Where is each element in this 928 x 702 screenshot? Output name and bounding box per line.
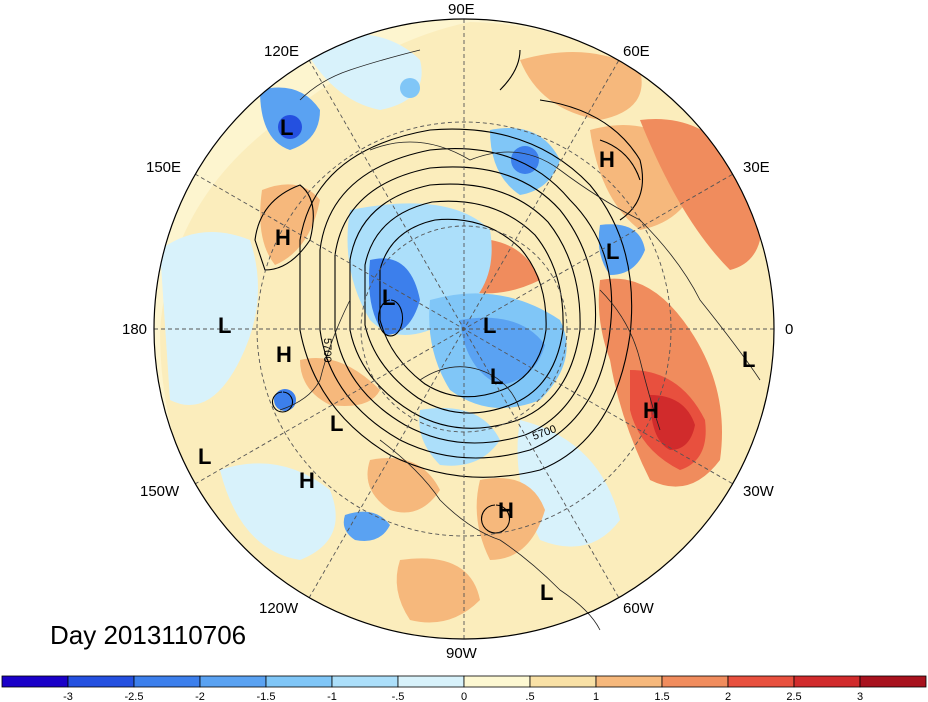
low-center: L (483, 313, 496, 338)
low-center: L (218, 313, 231, 338)
colorbar-box (67, 675, 135, 688)
colorbar-tick-label: 2 (725, 691, 731, 702)
colorbar-box (133, 675, 201, 688)
low-center: L (330, 411, 343, 436)
colorbar-ticks: -3 -2.5 -2 -1.5 -1 -.5 0 .5 1 1.5 2 2.5 3 (63, 691, 863, 702)
low-center: L (490, 364, 503, 389)
warm-patch-alaska (300, 358, 380, 406)
lon-label-90w: 90W (446, 645, 478, 662)
colorbar-tick-label: 1 (593, 691, 599, 702)
lon-label-180: 180 (122, 321, 147, 338)
colorbar-box (859, 675, 927, 688)
lon-label-0: 0 (785, 321, 793, 338)
cool-core-siberia-center (511, 146, 539, 174)
lon-label-120w: 120W (259, 600, 299, 617)
lon-label-90e: 90E (448, 1, 475, 18)
colorbar-tick-label: -.5 (392, 691, 405, 702)
colorbar-tick-label: -2.5 (125, 691, 144, 702)
colorbar-box (397, 675, 465, 688)
low-center: L (742, 347, 755, 372)
cool-core-north (400, 78, 420, 98)
coastlines (279, 49, 761, 631)
low-center: L (280, 115, 293, 140)
colorbar-tick-label: -2 (195, 691, 205, 702)
colorbar-box (265, 675, 333, 688)
cool-core-arctic-1 (369, 258, 420, 335)
lon-label-150e: 150E (146, 159, 181, 176)
map-title: Day 2013110706 (50, 620, 247, 650)
cool-patch-pacific (220, 463, 336, 560)
low-center: L (606, 239, 619, 264)
lon-label-150w: 150W (140, 483, 180, 500)
colorbar-box (529, 675, 597, 688)
warm-patch-us (367, 458, 440, 513)
map-border (153, 18, 775, 640)
lon-label-60w: 60W (623, 600, 655, 617)
cool-patch-west (160, 232, 258, 405)
cool-core-subtropic (343, 511, 390, 541)
high-center: H (643, 398, 659, 423)
warm-patch-gulf (476, 478, 545, 560)
colorbar-tick-label: 0 (461, 691, 467, 702)
warm-patch-siberia (520, 52, 642, 120)
lon-label-30e: 30E (743, 159, 770, 176)
colorbar-box (727, 675, 795, 688)
colorbar-tick-label: 1.5 (654, 691, 669, 702)
anomaly-field (160, 22, 774, 639)
warm-patch-south (396, 558, 480, 623)
lon-label-120e: 120E (264, 43, 299, 60)
low-center: L (198, 444, 211, 469)
cool-core-120e-center (278, 115, 302, 139)
high-center: H (498, 498, 514, 523)
high-center: H (599, 147, 615, 172)
low-center: L (540, 580, 553, 605)
strongest-warm-patch (650, 395, 695, 450)
colorbar-box (595, 675, 663, 688)
colorbar-tick-label: -3 (63, 691, 73, 702)
low-center: L (382, 285, 395, 310)
colorbar-tick-label: .5 (525, 691, 534, 702)
high-center: H (275, 225, 291, 250)
cool-region-us (419, 408, 500, 466)
colorbar-box (199, 675, 267, 688)
colorbar-tick-label: 2.5 (786, 691, 801, 702)
colorbar-tick-label: -1 (327, 691, 337, 702)
longitude-labels: 90E 120E 60E 150E 30E 180 0 150W 30W 120… (122, 1, 793, 662)
pressure-centers: L H H L L L L H L L H L L H H L (198, 115, 755, 605)
colorbar-box (463, 675, 531, 688)
lon-label-60e: 60E (623, 43, 650, 60)
colorbar-boxes (1, 675, 927, 688)
colorbar: -3 -2.5 -2 -1.5 -1 -.5 0 .5 1 1.5 2 2.5 3 (1, 675, 927, 702)
high-center: H (276, 342, 292, 367)
graticule (154, 19, 774, 639)
colorbar-box (1, 675, 69, 688)
high-center: H (299, 468, 315, 493)
colorbar-box (331, 675, 399, 688)
cool-core-europe (598, 224, 645, 275)
colorbar-box (661, 675, 729, 688)
polar-map: 5700 5700 L H H L L L L H L L H L L H H … (122, 1, 793, 662)
cool-core-canada (460, 317, 545, 385)
colorbar-tick-label: 3 (857, 691, 863, 702)
lon-label-30w: 30W (743, 483, 775, 500)
contour-label: 5700 (321, 338, 333, 362)
colorbar-box (793, 675, 861, 688)
cool-patch-north (300, 33, 422, 111)
colorbar-tick-label: -1.5 (257, 691, 276, 702)
